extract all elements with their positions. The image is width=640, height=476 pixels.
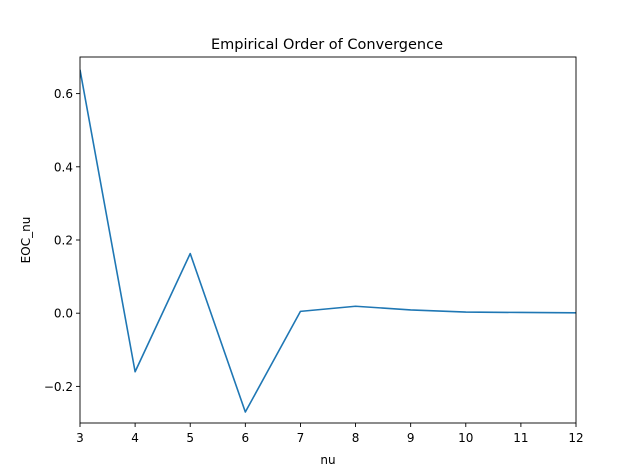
y-tick-label: 0.0: [54, 307, 73, 321]
x-tick-label: 7: [297, 431, 305, 445]
x-axis-label: nu: [320, 453, 335, 467]
x-tick-label: 9: [407, 431, 415, 445]
x-tick-label: 3: [76, 431, 84, 445]
y-tick-label: 0.6: [54, 87, 73, 101]
x-tick-label: 12: [568, 431, 583, 445]
x-tick-label: 8: [352, 431, 360, 445]
y-tick-label: 0.4: [54, 160, 73, 174]
y-tick-label: −0.2: [44, 380, 73, 394]
x-tick-label: 4: [131, 431, 139, 445]
x-tick-label: 10: [458, 431, 473, 445]
chart-title: Empirical Order of Convergence: [211, 37, 443, 53]
y-axis-label: EOC_nu: [19, 217, 33, 264]
x-tick-label: 11: [513, 431, 528, 445]
y-tick-label: 0.2: [54, 234, 73, 248]
plot-frame: [79, 56, 577, 424]
x-tick-label: 5: [186, 431, 194, 445]
x-tick-label: 6: [242, 431, 250, 445]
series-line-0: [80, 69, 576, 413]
